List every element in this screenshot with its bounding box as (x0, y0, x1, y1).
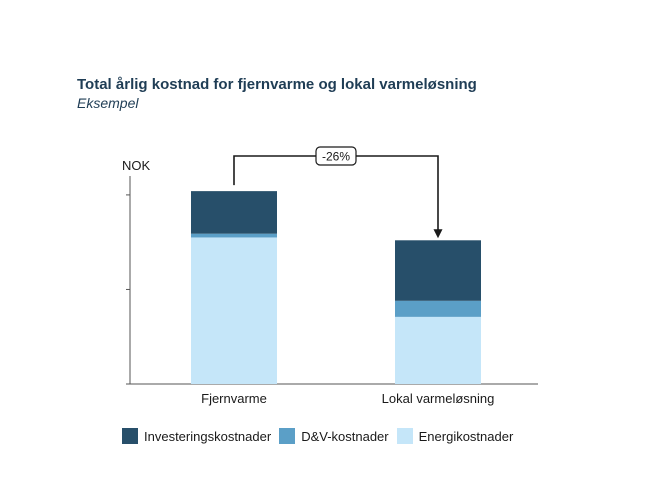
bar-0-series-2 (191, 191, 277, 234)
bar-0-series-1 (191, 233, 277, 238)
legend-swatch-energi (396, 428, 413, 444)
legend-item-investering: Investeringskostnader (122, 428, 271, 444)
chart-subtitle: Eksempel (77, 95, 139, 111)
legend-swatch-investering (122, 428, 138, 444)
legend-label-investering: Investeringskostnader (144, 428, 272, 444)
bar-0-series-0 (191, 237, 277, 384)
bar-1-series-1 (395, 300, 481, 317)
legend-label-dv: D&V-kostnader (301, 428, 389, 444)
x-tick-label-1: Lokal varmeløsning (382, 391, 495, 406)
annotation-label: -26% (322, 150, 350, 164)
legend: Investeringskostnader D&V-kostnader Ener… (122, 428, 521, 444)
annotation-label-box (315, 146, 357, 166)
legend-label-energi: Energikostnader (418, 428, 514, 444)
bar-1-series-2 (395, 240, 481, 301)
x-tick-label-0: Fjernvarme (201, 391, 267, 406)
legend-item-dv: D&V-kostnader (279, 428, 389, 444)
legend-swatch-dv (279, 428, 296, 444)
bar-1-series-0 (395, 316, 481, 384)
annotation-arrowhead (433, 229, 443, 239)
chart-title: Total årlig kostnad for fjernvarme og lo… (77, 76, 477, 93)
y-axis-label: NOK (122, 158, 151, 173)
legend-item-energi: Energikostnader (396, 428, 514, 444)
